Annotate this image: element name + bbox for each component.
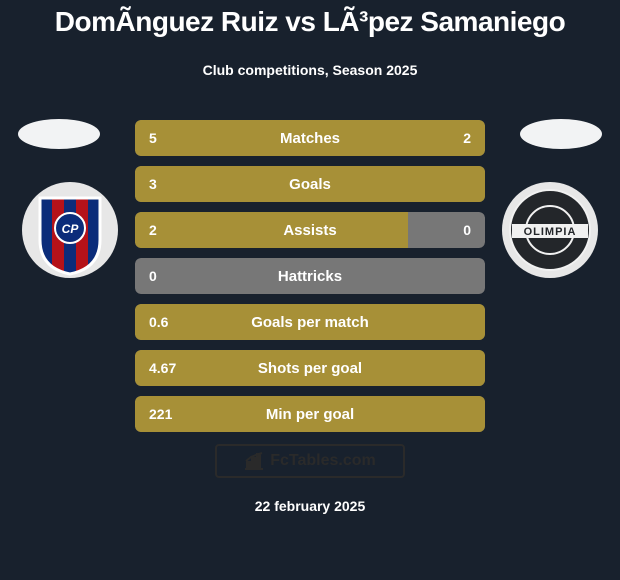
stat-row: Min per goal221 <box>135 396 485 432</box>
page-title: DomÃ­nguez Ruiz vs LÃ³pez Samaniego <box>0 6 620 38</box>
stat-label: Goals per match <box>135 304 485 340</box>
comparison-card: DomÃ­nguez Ruiz vs LÃ³pez Samaniego Club… <box>0 0 620 580</box>
stat-label: Min per goal <box>135 396 485 432</box>
subtitle: Club competitions, Season 2025 <box>0 62 620 78</box>
stat-value-right: 2 <box>463 120 471 156</box>
club-crest-right: OLIMPIA <box>500 180 600 280</box>
brand-chart-icon <box>244 452 264 470</box>
brand-text: FcTables.com <box>270 452 376 470</box>
crest-center-text: CP <box>62 222 80 236</box>
stat-row: Matches5 2 <box>135 120 485 156</box>
stat-value-left: 0.6 <box>149 304 168 340</box>
stat-label: Goals <box>135 166 485 202</box>
stat-value-left: 3 <box>149 166 157 202</box>
stat-label: Matches <box>135 120 485 156</box>
stat-bars: Matches52Goals3Assists20Hattricks0Goals … <box>135 120 485 442</box>
crest-band-text: OLIMPIA <box>524 226 577 238</box>
stat-value-left: 5 <box>149 120 157 156</box>
stat-value-left: 221 <box>149 396 172 432</box>
player-right-shadow <box>520 119 602 149</box>
stat-row: Assists2 0 <box>135 212 485 248</box>
brand-box: FcTables.com <box>215 444 405 478</box>
stat-value-left: 2 <box>149 212 157 248</box>
stat-row: Hattricks0 <box>135 258 485 294</box>
stat-row: Goals per match0.6 <box>135 304 485 340</box>
stat-row: Shots per goal4.67 <box>135 350 485 386</box>
stat-label: Hattricks <box>135 258 485 294</box>
player-left-shadow <box>18 119 100 149</box>
club-crest-left: CP <box>20 180 120 280</box>
stat-value-left: 4.67 <box>149 350 176 386</box>
stat-label: Shots per goal <box>135 350 485 386</box>
date-text: 22 february 2025 <box>0 498 620 514</box>
stat-row: Goals3 <box>135 166 485 202</box>
stat-label: Assists <box>135 212 485 248</box>
stat-value-left: 0 <box>149 258 157 294</box>
stat-value-right: 0 <box>463 212 471 248</box>
